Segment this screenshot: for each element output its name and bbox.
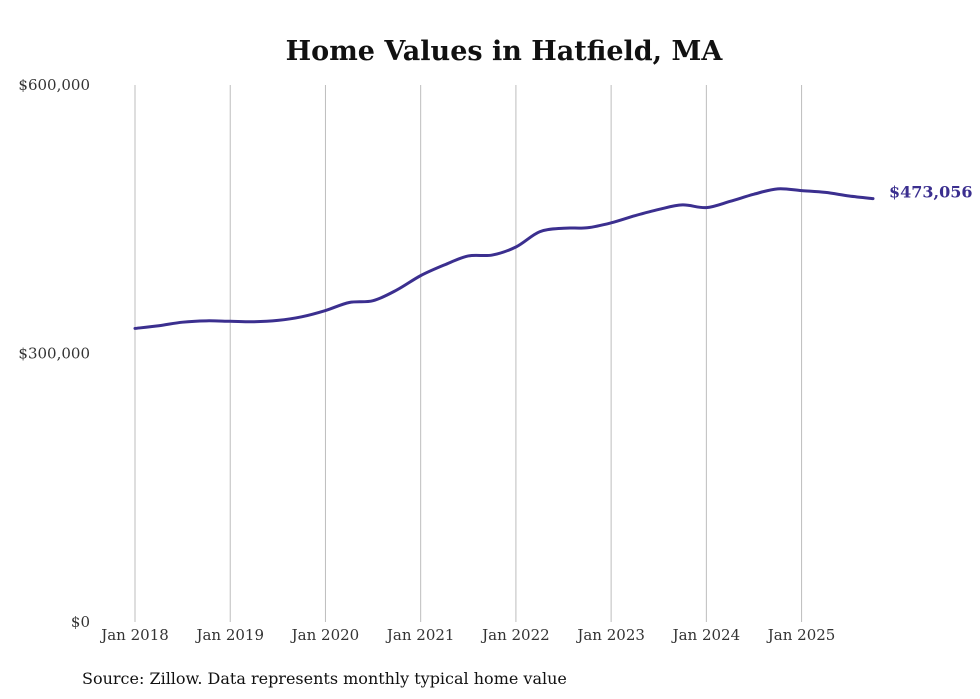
x-tick-label: Jan 2018 bbox=[99, 626, 169, 644]
chart-title: Home Values in Hatfield, MA bbox=[286, 36, 724, 67]
x-tick-label: Jan 2025 bbox=[766, 626, 836, 644]
y-tick-label: $600,000 bbox=[18, 76, 90, 94]
x-tick-label: Jan 2019 bbox=[194, 626, 264, 644]
y-tick-label: $0 bbox=[71, 613, 90, 631]
source-note: Source: Zillow. Data represents monthly … bbox=[82, 669, 567, 688]
gridlines bbox=[134, 85, 803, 622]
x-tick-label: Jan 2022 bbox=[480, 626, 550, 644]
x-tick-label: Jan 2021 bbox=[385, 626, 455, 644]
y-tick-label: $300,000 bbox=[18, 345, 90, 363]
y-axis-ticks: $0 $300,000 $600,000 bbox=[18, 76, 90, 631]
series-line-0 bbox=[133, 187, 875, 330]
x-axis-ticks: Jan 2018 Jan 2019 Jan 2020 Jan 2021 Jan 2022… bbox=[99, 626, 835, 644]
x-tick-label: Jan 2023 bbox=[575, 626, 645, 644]
end-value-label: $473,056 bbox=[889, 183, 973, 202]
x-tick-label: Jan 2024 bbox=[671, 626, 741, 644]
x-tick-label: Jan 2020 bbox=[290, 626, 360, 644]
series-layer bbox=[133, 187, 875, 330]
